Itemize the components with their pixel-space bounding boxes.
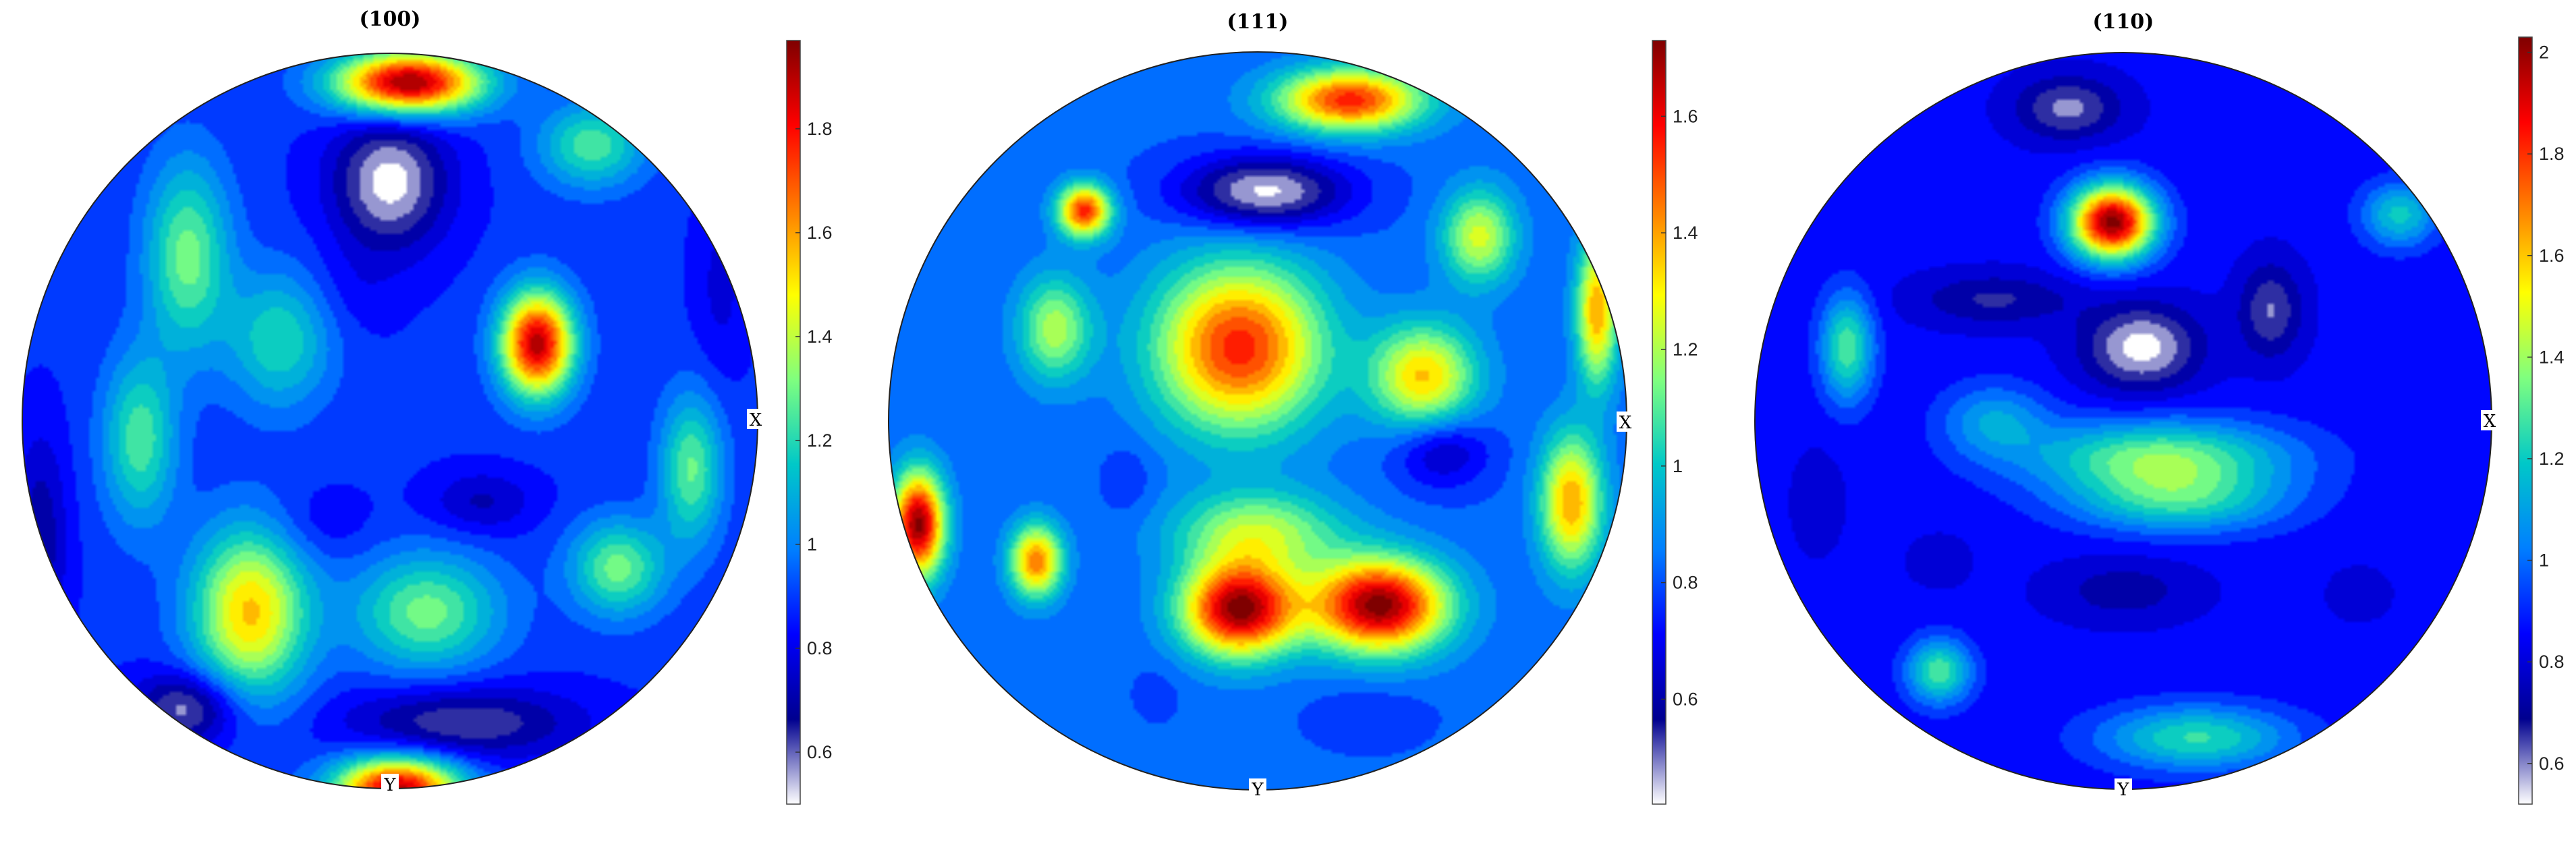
colorbar-tick-label: 1.6	[807, 223, 833, 243]
colorbar-tick-label: 0.8	[807, 638, 833, 658]
colorbar-tick-label: 1.4	[1673, 223, 1698, 243]
panel-title: (110)	[2092, 10, 2154, 34]
colorbar-tick-label: 1.2	[807, 430, 833, 451]
colorbar-tick-label: 0.8	[1673, 573, 1698, 593]
colorbar-tick-label: 1	[807, 534, 817, 555]
colorbar-tick-label: 1	[2539, 550, 2549, 571]
pole-figure-density-map	[1755, 53, 2492, 789]
colorbar-tick-label: 1.2	[2539, 449, 2565, 469]
svg-text:Y: Y	[383, 775, 396, 795]
panel-title: (100)	[359, 7, 420, 31]
x-axis-label: X	[1617, 411, 1634, 433]
colorbar: 0.6 0.8 1 1.2 1.4 1.6 1.8	[786, 40, 833, 805]
panel-title: (111)	[1227, 10, 1288, 34]
svg-text:X: X	[750, 410, 762, 430]
colorbar-tick-label: 0.6	[1673, 689, 1698, 709]
colorbar-gradient	[786, 40, 801, 805]
y-axis-label: Y	[2115, 778, 2132, 800]
colorbar-tick-label: 1.6	[2539, 246, 2565, 266]
colorbar-tick-label: 1.2	[1673, 339, 1698, 360]
svg-text:Y: Y	[1251, 780, 1264, 800]
pole-figure-density-map	[889, 52, 1627, 790]
colorbar-tick-label: 1.4	[807, 326, 833, 347]
x-axis-label: X	[747, 409, 764, 430]
pole-figure-panel: (110) X Y 0.6 0.8 1 1.2 1.4 1.6 1.8 2	[1754, 10, 2565, 805]
svg-text:X: X	[2484, 411, 2496, 432]
colorbar-tick-label: 0.8	[2539, 652, 2565, 672]
pole-figure-panel: (111) X Y 0.6 0.8 1 1.2 1.4 1.6	[888, 10, 1698, 805]
colorbar-tick-label: 0.6	[807, 742, 833, 762]
colorbar: 0.6 0.8 1 1.2 1.4 1.6	[1652, 40, 1698, 805]
y-axis-label: Y	[381, 774, 399, 795]
x-axis-label: X	[2481, 410, 2498, 432]
colorbar-tick-label: 2	[2539, 42, 2549, 63]
svg-text:X: X	[1619, 413, 1632, 433]
y-axis-label: Y	[1249, 778, 1266, 800]
colorbar-gradient	[2518, 36, 2533, 805]
colorbar-tick-label: 0.6	[2539, 754, 2565, 774]
colorbar-tick-label: 1.6	[1673, 106, 1698, 126]
svg-text:Y: Y	[2117, 780, 2129, 800]
pole-figure-panel: (100) X Y 0.6 0.8 1 1.2 1.4 1.6 1.8	[22, 7, 833, 805]
colorbar-gradient	[1652, 40, 1667, 805]
pole-figure-density-map	[22, 53, 758, 789]
colorbar-tick-label: 1.8	[2539, 144, 2565, 164]
colorbar: 0.6 0.8 1 1.2 1.4 1.6 1.8 2	[2518, 36, 2565, 805]
colorbar-tick-label: 1	[1673, 456, 1683, 476]
colorbar-tick-label: 1.8	[807, 119, 833, 139]
colorbar-tick-label: 1.4	[2539, 347, 2565, 367]
